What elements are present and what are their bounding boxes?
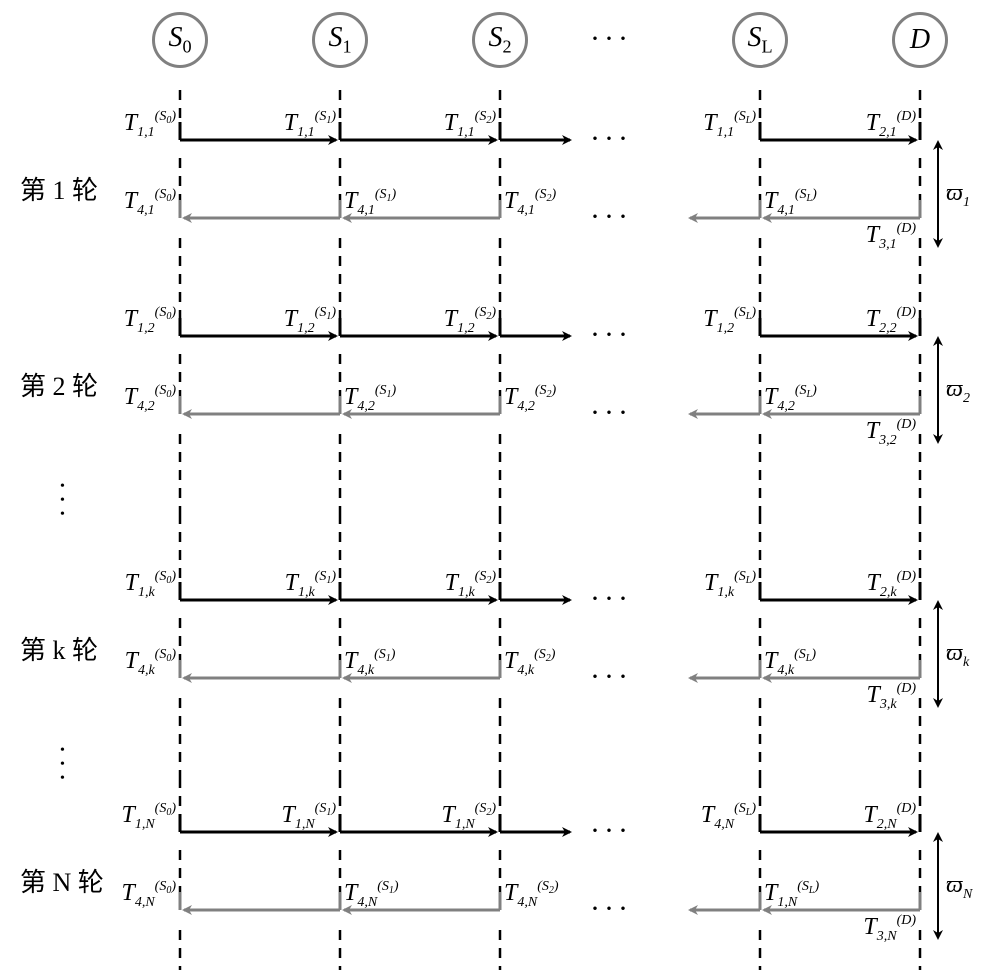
timestamp-label: T1,k(S1) xyxy=(285,570,336,597)
timestamp-label: T4,1(S2) xyxy=(504,188,556,215)
timestamp-label: T3,1(D) xyxy=(866,222,916,249)
timestamp-label: T4,2(S0) xyxy=(124,384,176,411)
vdots: ••• xyxy=(60,744,65,786)
timestamp-label: T4,k(S1) xyxy=(344,648,395,675)
node-S1: S1 xyxy=(312,12,368,68)
node-label: S1 xyxy=(328,22,351,58)
hdots: ··· xyxy=(590,582,632,616)
round-label: 第 N 轮 xyxy=(20,862,104,899)
header-dots: ··· xyxy=(590,22,632,56)
timestamp-label: T4,2(S1) xyxy=(344,384,396,411)
timestamp-label: T4,k(SL) xyxy=(764,648,816,675)
timestamp-label: T2,2(D) xyxy=(866,306,916,333)
timestamp-label: T1,k(S2) xyxy=(445,570,496,597)
timestamp-label: T4,1(SL) xyxy=(764,188,817,215)
timestamp-label: T4,N(S2) xyxy=(504,880,559,907)
varpi-label: ϖN xyxy=(946,872,972,899)
timestamp-label: T4,2(SL) xyxy=(764,384,817,411)
timestamp-label: T1,2(S1) xyxy=(284,306,336,333)
timestamp-label: T4,N(S0) xyxy=(121,880,176,907)
timestamp-label: T2,k(D) xyxy=(866,570,916,597)
timestamp-label: T1,2(S2) xyxy=(444,306,496,333)
timestamp-label: T3,2(D) xyxy=(866,418,916,445)
timestamp-label: T2,1(D) xyxy=(866,110,916,137)
timestamp-label: T3,k(D) xyxy=(866,682,916,709)
hdots: ··· xyxy=(590,318,632,352)
timestamp-label: T2,N(D) xyxy=(863,802,916,829)
timestamp-label: T4,k(S0) xyxy=(125,648,176,675)
timestamp-label: T1,1(S1) xyxy=(284,110,336,137)
node-SL: SL xyxy=(732,12,788,68)
node-label: S2 xyxy=(488,22,511,58)
round-label: 第 2 轮 xyxy=(20,366,98,403)
hdots: ··· xyxy=(590,814,632,848)
hdots: ··· xyxy=(590,660,632,694)
timestamp-label: T1,1(S0) xyxy=(124,110,176,137)
varpi-label: ϖ2 xyxy=(946,376,970,403)
hdots: ··· xyxy=(590,122,632,156)
timestamp-label: T1,2(S0) xyxy=(124,306,176,333)
node-S0: S0 xyxy=(152,12,208,68)
timestamp-label: T4,1(S1) xyxy=(344,188,396,215)
diagram-canvas: S0 S1 S2 ··· SL D 第 1 轮 ··· ··· T1,1(S0) T1,1(S1) T… xyxy=(0,0,1000,976)
timestamp-label: T1,N(SL) xyxy=(764,880,819,907)
timestamp-label: T4,k(S2) xyxy=(504,648,555,675)
timestamp-label: T1,k(S0) xyxy=(125,570,176,597)
timestamp-label: T1,2(SL) xyxy=(703,306,756,333)
varpi-label: ϖ1 xyxy=(946,180,970,207)
hdots: ··· xyxy=(590,892,632,926)
timestamp-label: T3,N(D) xyxy=(863,914,916,941)
round-label: 第 1 轮 xyxy=(20,170,98,207)
varpi-label: ϖk xyxy=(946,640,969,667)
timestamp-label: T4,N(SL) xyxy=(701,802,756,829)
timestamp-label: T1,k(SL) xyxy=(704,570,756,597)
timestamp-label: T1,N(S0) xyxy=(121,802,176,829)
node-D: D xyxy=(892,12,948,68)
node-label: S0 xyxy=(168,22,191,58)
timestamp-label: T1,1(SL) xyxy=(703,110,756,137)
hdots: ··· xyxy=(590,396,632,430)
node-label: SL xyxy=(747,22,772,58)
node-S2: S2 xyxy=(472,12,528,68)
timestamp-label: T1,N(S1) xyxy=(281,802,336,829)
round-label: 第 k 轮 xyxy=(20,630,98,667)
node-label: D xyxy=(910,24,930,56)
timestamp-label: T4,2(S2) xyxy=(504,384,556,411)
timestamp-label: T1,N(S2) xyxy=(441,802,496,829)
vdots: ••• xyxy=(60,480,65,522)
timestamp-label: T4,N(S1) xyxy=(344,880,399,907)
timestamp-label: T1,1(S2) xyxy=(444,110,496,137)
timestamp-label: T4,1(S0) xyxy=(124,188,176,215)
hdots: ··· xyxy=(590,200,632,234)
